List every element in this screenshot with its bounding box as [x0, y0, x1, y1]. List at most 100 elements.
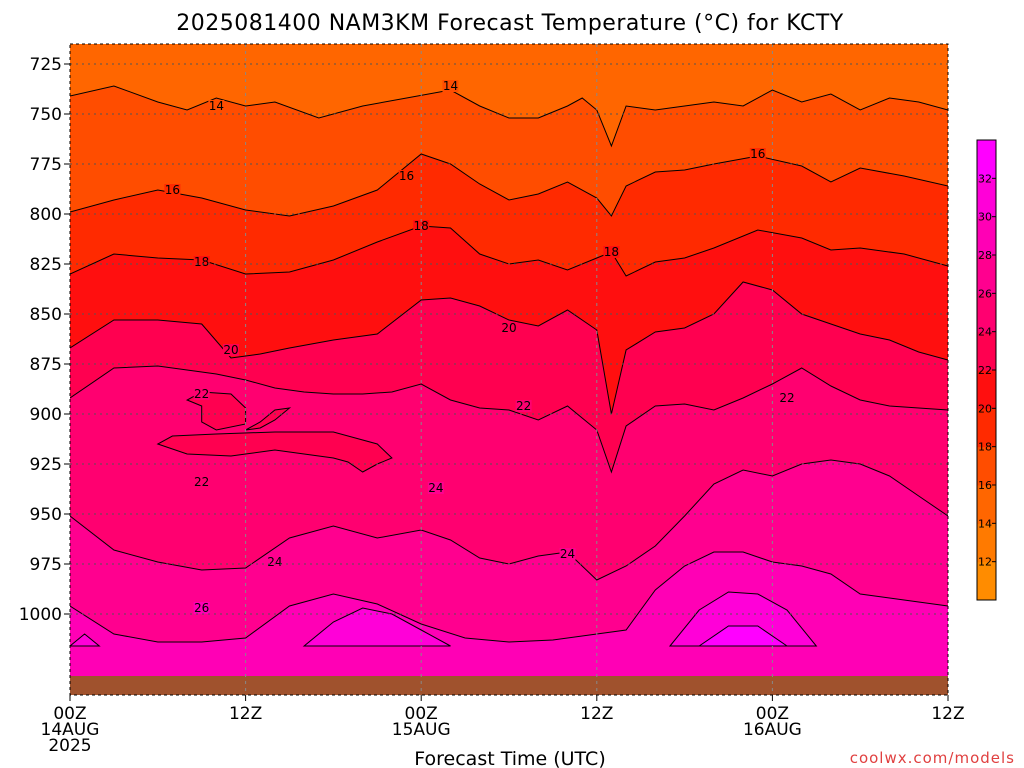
- ytick-label-1000: 1000: [19, 605, 62, 625]
- colorbar-swatch-7: [977, 293, 996, 333]
- ytick-label-825: 825: [30, 255, 62, 275]
- ytick-label-875: 875: [30, 355, 62, 375]
- contour-label-0: 14: [209, 99, 224, 113]
- xtick-label-60-0: 12Z: [931, 704, 964, 724]
- contour-label-12: 22: [779, 391, 794, 405]
- ytick-label-800: 800: [30, 205, 62, 225]
- contour-label-5: 18: [194, 255, 209, 269]
- xtick-label-48-1: 16AUG: [743, 720, 802, 740]
- colorbar: 12 14 16 18 20 22 24 26 28 30 32: [976, 139, 997, 601]
- colorbar-tick-22: 22: [978, 364, 992, 377]
- contour-label-3: 16: [399, 169, 414, 183]
- contour-label-bg-14: [427, 482, 444, 494]
- contour-label-bg-16: [559, 548, 576, 560]
- band-26: [70, 552, 948, 695]
- contour-label-bg-0: [208, 100, 225, 112]
- xtick-label-48-0: 00Z: [756, 704, 789, 724]
- xtick-label-0-0: 00Z: [53, 704, 86, 724]
- pressure-axis: 725 750 775 800 825 850 875 900 925 950 975 1000: [19, 55, 70, 625]
- colorbar-swatch-6: [977, 331, 996, 371]
- ytick-label-850: 850: [30, 305, 62, 325]
- colorbar-swatch-10: [977, 178, 996, 218]
- contour-label-bg-10: [193, 388, 210, 400]
- warm-pocket-1: [668, 591, 818, 647]
- warm-pocket-3: [70, 633, 101, 647]
- contour-label-2: 16: [165, 183, 180, 197]
- colorbar-swatch-1: [977, 523, 996, 563]
- contour-label-13: 22: [194, 475, 209, 489]
- ground-surface: [70, 676, 948, 695]
- contour-label-14: 24: [428, 481, 443, 495]
- colorbar-swatch-8: [977, 255, 996, 294]
- colorbar-tick-16: 16: [978, 479, 992, 492]
- contour-label-7: 18: [604, 245, 619, 259]
- contour-label-8: 20: [223, 343, 238, 357]
- xtick-label-24-0: 00Z: [405, 704, 438, 724]
- xtick-label-12-0: 12Z: [229, 704, 262, 724]
- ytick-label-900: 900: [30, 405, 62, 425]
- ytick-label-925: 925: [30, 455, 62, 475]
- colorbar-swatch-9: [977, 216, 996, 256]
- contour-label-bg-15: [266, 556, 283, 568]
- chart-title: 2025081400 NAM3KM Forecast Temperature (…: [176, 11, 844, 36]
- contour-label-16: 24: [560, 547, 575, 561]
- colorbar-tick-30: 30: [978, 211, 992, 224]
- isotherm-16: [70, 153, 948, 217]
- xtick-label-24-1: 15AUG: [392, 720, 451, 740]
- ytick-label-775: 775: [30, 155, 62, 175]
- colorbar-tick-24: 24: [978, 326, 992, 339]
- colorbar-swatch-3: [977, 446, 996, 486]
- contour-label-bg-5: [193, 256, 210, 268]
- isotherm-14: [70, 85, 948, 148]
- ytick-label-725: 725: [30, 55, 62, 75]
- colorbar-swatch-2: [977, 485, 996, 524]
- warm-pocket-0: [302, 607, 451, 647]
- contour-label-11: 22: [516, 399, 531, 413]
- colorbar-tick-26: 26: [978, 287, 992, 300]
- contour-label-1: 14: [443, 79, 458, 93]
- contour-label-bg-13: [193, 476, 210, 488]
- contour-label-bg-12: [779, 392, 796, 404]
- xtick-label-0-1: 14AUG: [41, 720, 100, 740]
- colorbar-swatch-5: [977, 370, 996, 409]
- cool-pocket-0: [156, 431, 393, 473]
- colorbar-tick-12: 12: [978, 556, 992, 569]
- xtick-label-0-2: 2025: [48, 736, 91, 756]
- contour-label-4: 16: [750, 147, 765, 161]
- colorbar-swatch-11: [977, 140, 996, 179]
- contour-label-bg-9: [501, 322, 517, 334]
- contour-label-bg-1: [442, 80, 459, 92]
- isotherm-20: [70, 281, 948, 415]
- site-credit[interactable]: coolwx.com/models: [850, 749, 1015, 767]
- colorbar-tick-28: 28: [978, 249, 992, 262]
- contour-label-bg-7: [603, 246, 620, 258]
- contour-label-bg-17: [193, 602, 210, 614]
- isotherm-18: [70, 225, 948, 277]
- contour-label-bg-8: [222, 344, 239, 356]
- xtick-label-36-0: 12Z: [580, 704, 613, 724]
- ytick-label-750: 750: [30, 105, 62, 125]
- contour-label-bg-3: [398, 170, 415, 182]
- plot-frame: [69, 43, 949, 696]
- x-axis-title: Forecast Time (UTC): [414, 748, 605, 768]
- contour-label-10: 22: [194, 387, 209, 401]
- colorbar-tick-32: 32: [978, 172, 992, 185]
- contour-label-9: 20: [501, 321, 516, 335]
- grid-lines: [70, 44, 948, 695]
- cool-pocket-2: [245, 407, 292, 431]
- ytick-label-975: 975: [30, 555, 62, 575]
- colorbar-swatch-0: [977, 561, 996, 601]
- colorbar-tick-18: 18: [978, 441, 992, 454]
- colorbar-tick-20: 20: [978, 402, 992, 415]
- warm-pocket-2: [697, 625, 789, 647]
- contour-label-15: 24: [267, 555, 282, 569]
- contour-label-bg-4: [749, 148, 766, 160]
- contour-label-bg-11: [515, 400, 532, 412]
- contour-label-bg-2: [164, 184, 181, 196]
- colorbar-swatch-4: [977, 408, 996, 448]
- ytick-label-950: 950: [30, 505, 62, 525]
- contour-label-17: 26: [194, 601, 209, 615]
